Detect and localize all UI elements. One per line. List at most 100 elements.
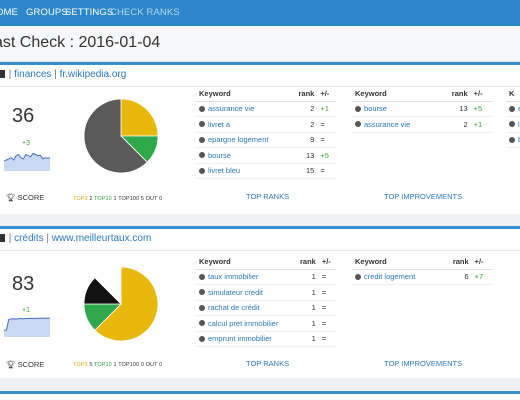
table-row: assurance vie 2 +1 (352, 116, 492, 133)
rank-cell: 2 (290, 101, 318, 117)
table-row: livret bleu 15 = (196, 163, 336, 179)
top-ranks-link[interactable]: TOP RANKS (246, 359, 290, 368)
globe-icon (199, 136, 205, 143)
card-header: | finances | fr.wikipedia.org (0, 65, 520, 87)
top-improvements-link[interactable]: TOP IMPROVEMENTS (384, 192, 463, 201)
globe-icon (509, 121, 515, 128)
top-improvements-table: Keyword rank +/- bourse 13 +5 assurance vi… (352, 87, 492, 133)
sparkline-line (4, 317, 50, 331)
card-header: | crédits | www.meilleurtaux.com (0, 229, 520, 251)
score-delta: +3 (22, 140, 30, 147)
top-improvements-link[interactable]: TOP IMPROVEMENTS (384, 359, 463, 368)
keyword-cell: taux immobilier (196, 269, 294, 285)
keyword-cell: assurance vie (196, 101, 291, 117)
rank-legend: TOP3 5 TOP10 1 TOP100 0 OUT 0 (73, 362, 162, 368)
keyword-cell: calcul pret immobilier (196, 315, 294, 332)
legend-top100-label: TOP100 (118, 362, 140, 368)
keyword-cell: li (506, 116, 520, 133)
nav-settings[interactable]: SETTINGS (65, 7, 114, 18)
table-row: li (506, 116, 520, 133)
legend-top3-label: TOP3 (73, 362, 88, 368)
group-link[interactable]: crédits (14, 233, 44, 244)
globe-icon (199, 152, 205, 159)
keyword-link[interactable]: livret bleu (208, 166, 241, 176)
keyword-link[interactable]: epargne logement (208, 135, 269, 145)
change-cell: = (317, 132, 336, 148)
keyword-cell: livret bleu (196, 163, 291, 179)
legend-top3-value: 2 (89, 196, 93, 202)
score-delta: +1 (22, 307, 30, 314)
separator: | (46, 233, 50, 244)
rank-cell: 1 (293, 315, 319, 332)
globe-icon (355, 105, 361, 112)
table-header-row: Keyword rank +/- (352, 255, 492, 270)
legend-top10-value: 1 (113, 196, 117, 202)
top-ranks-link[interactable]: TOP RANKS (246, 192, 290, 201)
rank-distribution-pie (83, 266, 159, 342)
table-row: emprunt immobilier 1 = (196, 331, 336, 347)
nav-check-ranks[interactable]: CHECK RANKS (110, 7, 180, 18)
table-header-row: Keyword rank +/- (352, 87, 492, 102)
keyword-link[interactable]: assurance vie (364, 119, 411, 129)
col-rank: rank (290, 87, 318, 102)
keyword-link[interactable]: bourse (364, 104, 387, 114)
keyword-link[interactable]: calcul pret immobilier (208, 318, 279, 328)
pie-slice-top100 (83, 277, 122, 305)
change-cell: = (318, 300, 336, 316)
globe-icon (509, 105, 515, 112)
keyword-cell: bourse (196, 147, 291, 164)
change-cell: +5 (317, 147, 336, 164)
keyword-link[interactable]: assurance vie (208, 104, 255, 114)
globe-icon (355, 121, 361, 128)
score-value: 36 (12, 105, 35, 127)
page-title: ast Check : 2016-01-04 (0, 34, 166, 52)
col-keyword: K (506, 87, 520, 102)
change-cell: = (317, 116, 336, 133)
pie-slice-top3 (120, 98, 159, 137)
keyword-cell: assurance vie (352, 116, 440, 133)
table-row: livret a 2 = (196, 116, 336, 133)
keyword-link[interactable]: b (518, 135, 520, 144)
rank-cell: 1 (293, 331, 319, 347)
col-keyword: Keyword (352, 255, 442, 270)
legend-out-label: OUT (145, 196, 158, 202)
keyword-cell: bourse (352, 101, 440, 117)
keyword-link[interactable]: bourse (208, 150, 231, 160)
nav-groups[interactable]: GROUPS (26, 7, 68, 18)
score-label: 🏆︎ SCORE (6, 360, 44, 369)
separator: | (54, 69, 57, 80)
top-ranks-table: Keyword rank +/- taux immobilier 1 = simul… (196, 255, 336, 347)
keyword-link[interactable]: livret a (208, 119, 231, 129)
change-cell: = (318, 315, 336, 332)
keyword-link[interactable]: taux immobilier (208, 272, 259, 282)
keyword-cell: rachat de crédit (196, 300, 294, 316)
change-cell: +1 (470, 116, 492, 133)
keyword-link[interactable]: simulateur credit (208, 287, 264, 297)
table-row: simulateur credit 1 = (196, 284, 336, 301)
keyword-cell: emprunt immobilier (196, 331, 294, 347)
rank-cell: 2 (290, 116, 318, 133)
table-header-row: Keyword rank +/- (196, 87, 336, 102)
group-link[interactable]: finances (14, 69, 52, 80)
table-row: b (506, 132, 520, 148)
separator: | (8, 69, 12, 80)
top-ranks-table: Keyword rank +/- assurance vie 2 +1 livret… (196, 87, 336, 179)
globe-icon (199, 273, 205, 280)
keyword-link[interactable]: e (518, 104, 520, 113)
site-link[interactable]: www.meilleurtaux.com (51, 233, 152, 244)
nav-home[interactable]: OME (0, 7, 18, 18)
keyword-link[interactable]: emprunt immobilier (208, 334, 272, 344)
keyword-link[interactable]: credit logement (364, 272, 416, 282)
rank-cell: 13 (290, 147, 318, 164)
legend-out-label: OUT (145, 362, 158, 368)
change-cell: +5 (470, 101, 492, 117)
sparkline-area (4, 318, 50, 337)
keyword-link[interactable]: li (518, 119, 520, 129)
separator: | (8, 233, 12, 244)
keyword-link[interactable]: rachat de crédit (208, 303, 260, 313)
rank-cell: 15 (290, 163, 318, 179)
change-cell: = (318, 331, 336, 347)
col-keyword: Keyword (196, 87, 291, 102)
col-rank: rank (439, 87, 471, 102)
site-link[interactable]: fr.wikipedia.org (59, 69, 127, 80)
